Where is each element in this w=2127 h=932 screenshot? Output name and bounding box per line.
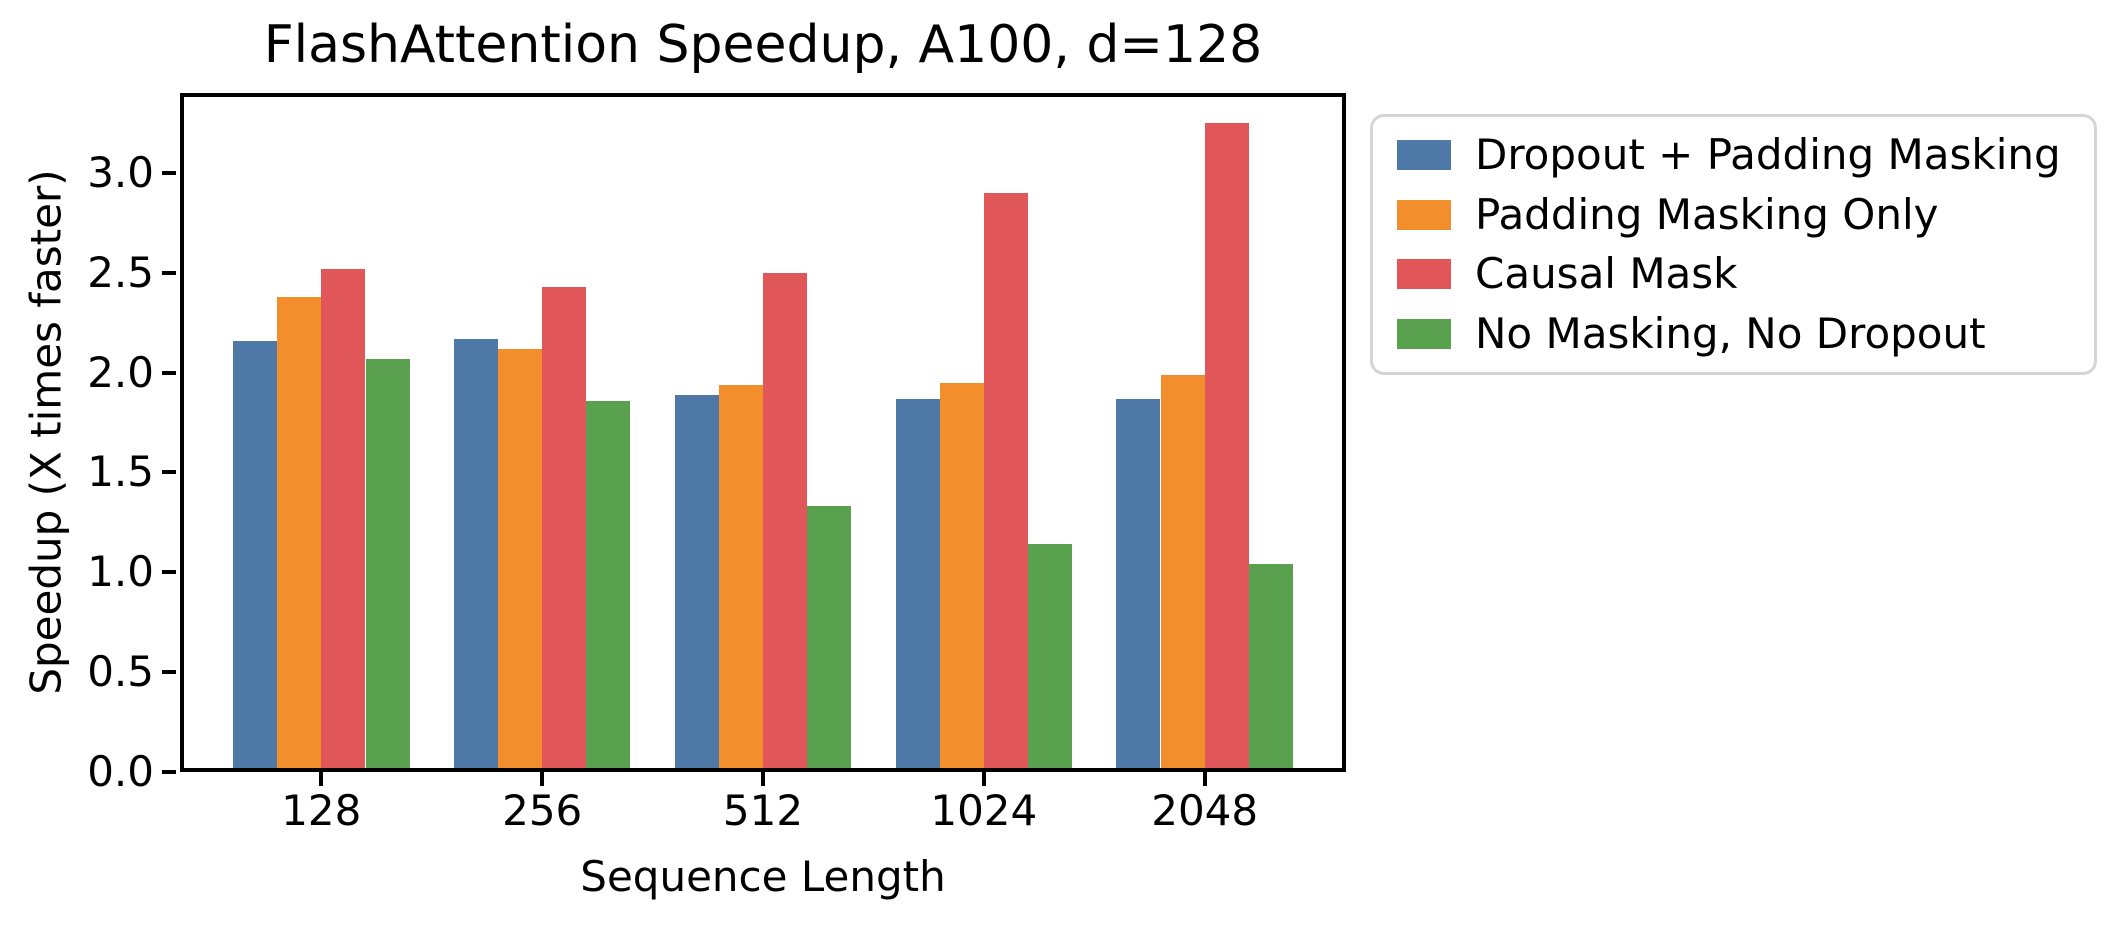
bar-1024-series-2 (983, 192, 1028, 772)
legend-label: Dropout + Padding Masking (1475, 130, 2061, 179)
legend-swatch-icon (1397, 318, 1451, 349)
legend-swatch-icon (1397, 140, 1451, 170)
legend-label: No Masking, No Dropout (1475, 308, 1986, 358)
bar-2048-series-2 (1204, 123, 1249, 772)
y-tick-label-0.0: 0.0 (87, 747, 154, 796)
x-axis-label: Sequence Length (580, 852, 946, 901)
x-tick-label-2048: 2048 (1151, 786, 1259, 835)
y-tick-mark-3.0 (162, 170, 176, 175)
x-tick-mark-2048 (1202, 772, 1207, 786)
x-tick-label-256: 256 (502, 786, 583, 835)
y-tick-mark-2.5 (162, 270, 176, 275)
y-tick-mark-0.0 (162, 770, 176, 774)
y-tick-mark-1.5 (162, 470, 176, 475)
x-tick-mark-256 (540, 772, 545, 786)
bar-256-series-3 (586, 400, 631, 772)
x-tick-mark-1024 (981, 772, 986, 786)
legend-row-0: Dropout + Padding Masking (1397, 129, 2070, 181)
plot-area: 0.0 0.5 1.0 1.5 2.0 2.5 3.0 128 256 512 1024 2048 (87, 93, 1346, 832)
bar-1024-series-1 (939, 382, 984, 772)
bar-2048-series-1 (1160, 374, 1205, 772)
bar-128-series-3 (365, 358, 410, 772)
legend-label: Causal Mask (1475, 249, 1738, 299)
y-tick-label-3.0: 3.0 (87, 147, 154, 197)
x-tick-mark-512 (761, 772, 765, 786)
bar-1024-series-0 (895, 398, 940, 772)
x-tick-label-1024: 1024 (930, 786, 1038, 835)
bar-512-series-1 (718, 384, 763, 772)
legend-row-2: Causal Mask (1397, 248, 2070, 300)
legend-label: Padding Masking Only (1475, 189, 1939, 239)
y-tick-label-2.0: 2.0 (87, 347, 154, 397)
y-tick-mark-2.0 (162, 370, 176, 375)
bar-512-series-2 (763, 272, 808, 772)
y-tick-mark-1.0 (162, 570, 176, 575)
bar-2048-series-3 (1248, 564, 1293, 772)
y-axis-label: Speedup (X times faster) (21, 169, 71, 695)
y-tick-mark-0.5 (162, 670, 176, 675)
bar-128-series-0 (233, 340, 278, 772)
bar-128-series-1 (277, 296, 322, 772)
y-tick-label-1.5: 1.5 (87, 447, 154, 497)
legend-swatch-icon (1397, 259, 1451, 290)
bar-512-series-0 (674, 394, 719, 772)
bar-1024-series-3 (1028, 544, 1073, 772)
x-tick-label-512: 512 (722, 786, 804, 835)
y-tick-label-0.5: 0.5 (87, 647, 154, 697)
bar-512-series-3 (807, 506, 852, 772)
bar-256-series-0 (453, 338, 498, 772)
bar-2048-series-0 (1116, 398, 1161, 772)
bar-256-series-2 (542, 286, 587, 772)
legend-row-3: No Masking, No Dropout (1397, 308, 2070, 360)
legend: Dropout + Padding Masking Padding Masking… (1370, 114, 2097, 375)
y-tick-label-1.0: 1.0 (87, 547, 154, 597)
legend-swatch-icon (1397, 199, 1451, 230)
chart-title: FlashAttention Speedup, A100, d=128 (263, 15, 1263, 75)
legend-row-1: Padding Masking Only (1397, 189, 2070, 241)
x-tick-mark-128 (319, 772, 324, 786)
y-tick-label-2.5: 2.5 (87, 247, 154, 297)
bar-128-series-2 (321, 268, 366, 772)
bar-256-series-1 (498, 348, 543, 772)
x-tick-label-128: 128 (281, 786, 362, 835)
